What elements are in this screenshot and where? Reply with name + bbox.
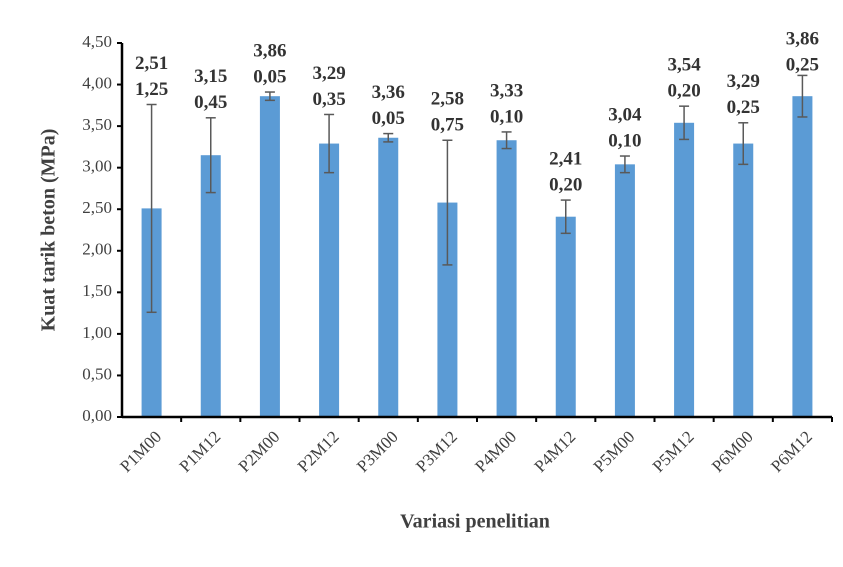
y-tick-label: 0,50 — [82, 364, 112, 383]
bar — [200, 155, 221, 417]
error-label: 0,05 — [372, 108, 405, 129]
error-label: 0,35 — [312, 89, 345, 110]
value-label: 2,41 — [549, 148, 582, 169]
value-label: 3,36 — [372, 82, 405, 103]
error-label: 0,75 — [431, 115, 464, 136]
y-tick-label: 2,00 — [82, 240, 112, 259]
error-label: 1,25 — [135, 79, 168, 100]
bar — [378, 137, 399, 417]
value-label: 2,51 — [135, 53, 168, 74]
error-label: 0,10 — [608, 130, 641, 151]
error-label: 0,10 — [490, 106, 523, 127]
x-axis-title: Variasi penelitian — [400, 511, 550, 533]
error-label: 0,05 — [253, 66, 286, 87]
y-axis-title: Kuat tarik beton (MPa) — [38, 129, 60, 332]
bar — [674, 122, 695, 417]
value-label: 3,15 — [194, 66, 227, 87]
error-label: 0,20 — [549, 174, 582, 195]
value-label: 2,58 — [431, 89, 464, 110]
error-label: 0,25 — [727, 97, 760, 118]
bar — [555, 216, 576, 417]
y-tick-label: 3,00 — [82, 157, 112, 176]
bar — [614, 164, 635, 417]
bar — [437, 202, 458, 417]
value-label: 3,29 — [727, 71, 760, 92]
error-label: 0,20 — [667, 81, 700, 102]
bar — [319, 143, 340, 417]
y-tick-label: 3,50 — [82, 115, 112, 134]
y-tick-label: 0,00 — [82, 406, 112, 425]
error-label: 0,25 — [786, 54, 819, 75]
value-label: 3,29 — [312, 63, 345, 84]
y-tick-label: 4,50 — [82, 32, 112, 51]
value-label: 3,04 — [608, 104, 642, 125]
value-label: 3,86 — [786, 28, 819, 49]
value-label: 3,33 — [490, 80, 523, 101]
bar — [792, 96, 813, 418]
value-label: 3,54 — [667, 55, 701, 76]
value-label: 3,86 — [253, 40, 286, 61]
y-tick-label: 1,50 — [82, 281, 112, 300]
bar — [259, 96, 280, 418]
y-tick-label: 1,00 — [82, 323, 112, 342]
y-tick-label: 2,50 — [82, 198, 112, 217]
error-label: 0,45 — [194, 92, 227, 113]
y-tick-label: 4,00 — [82, 73, 112, 92]
bar — [496, 140, 517, 418]
bar — [733, 143, 754, 417]
